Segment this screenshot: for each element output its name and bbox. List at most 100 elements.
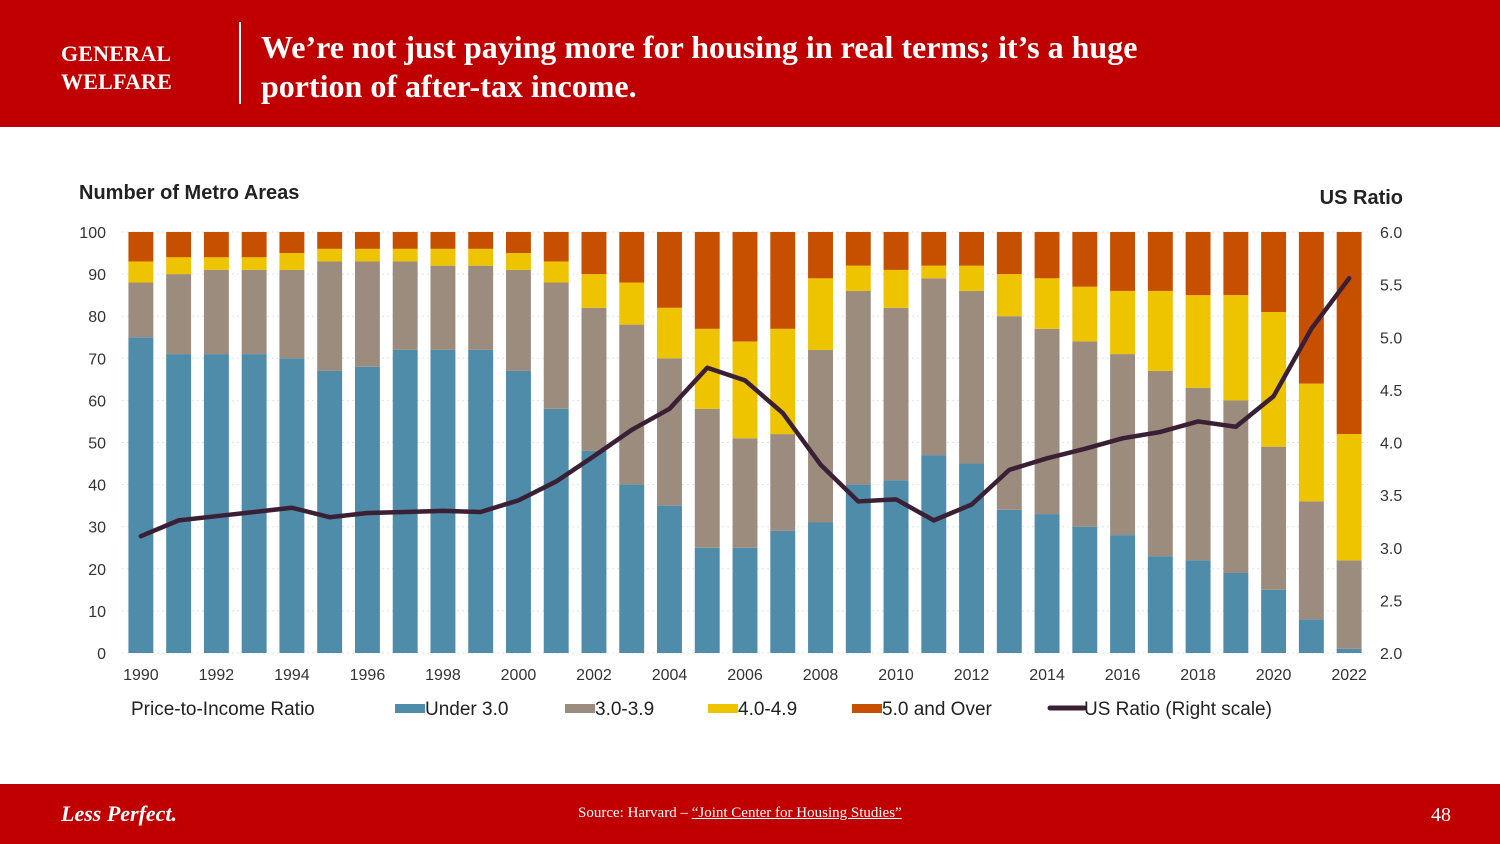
y2-axis-title: US Ratio xyxy=(1320,187,1403,209)
chart: Number of Metro Areas US Ratio 0 10 20 30 40… xyxy=(79,182,1403,720)
bar-segment-r4-to-4-9 xyxy=(996,274,1022,317)
bar-segment-r5-over xyxy=(959,232,985,266)
bar-segment-r3-to-3-9 xyxy=(317,261,343,371)
y-tick-label: 100 xyxy=(79,225,106,242)
bar-segment-under-3 xyxy=(657,505,682,653)
legend-title: Price-to-Income Ratio xyxy=(131,699,315,720)
source-link[interactable]: “Joint Center for Housing Studies” xyxy=(691,805,902,821)
bar-segment-r5-over xyxy=(581,232,607,275)
bar-segment-r3-to-3-9 xyxy=(354,261,380,367)
bar-segment-r5-over xyxy=(1261,232,1287,312)
bar-segment-r5-over xyxy=(166,232,192,258)
x-tick-label: 1992 xyxy=(199,667,235,684)
bar-segment-r4-to-4-9 xyxy=(1034,278,1060,329)
bar-segment-r3-to-3-9 xyxy=(430,265,456,350)
y2-tick-label: 4.5 xyxy=(1380,383,1402,400)
x-tick-label: 1994 xyxy=(274,667,310,684)
x-tick-label: 2022 xyxy=(1331,667,1367,684)
bar-segment-under-3 xyxy=(1147,556,1173,653)
us-ratio-line-group xyxy=(138,276,1352,539)
bar-segment-r5-over xyxy=(392,232,418,249)
bar-segment-under-3 xyxy=(354,366,380,653)
slide-footer: Less Perfect. Source: Harvard – “Joint C… xyxy=(0,784,1500,844)
bar-segment-under-3 xyxy=(468,349,494,653)
page-number: 48 xyxy=(1431,804,1451,826)
x-tick-label: 2014 xyxy=(1029,667,1065,684)
bar-segment-r3-to-3-9 xyxy=(505,269,531,371)
bar-segment-r5-over xyxy=(1072,232,1098,287)
bar-segment-r3-to-3-9 xyxy=(959,290,985,464)
bar-segment-r5-over xyxy=(1336,232,1362,435)
source-citation: Source: Harvard – “Joint Center for Hous… xyxy=(578,805,902,822)
y-tick-label: 50 xyxy=(88,436,106,453)
x-tick-label: 2012 xyxy=(954,667,990,684)
bar-segment-r4-to-4-9 xyxy=(166,257,192,275)
x-tick-label: 2004 xyxy=(652,667,688,684)
bar-segment-r4-to-4-9 xyxy=(279,253,305,270)
y2-tick-label: 6.0 xyxy=(1380,225,1402,242)
legend-label-4-4.9: 4.0-4.9 xyxy=(738,699,797,720)
bar-segment-r3-to-3-9 xyxy=(581,307,607,451)
bar-segment-r4-to-4-9 xyxy=(1185,295,1211,388)
header-divider xyxy=(239,22,241,104)
y2-tick-label: 5.0 xyxy=(1380,330,1402,347)
bar-segment-r5-over xyxy=(430,232,456,249)
bar-segment-r4-to-4-9 xyxy=(430,248,456,266)
bar-segment-under-3 xyxy=(203,354,229,653)
bar-segment-r5-over xyxy=(845,232,871,266)
legend-label-5-over: 5.0 and Over xyxy=(882,699,993,720)
slide-title-line: portion of after-tax income. xyxy=(261,68,637,104)
bar-segment-r4-to-4-9 xyxy=(581,274,607,308)
bar-segment-r4-to-4-9 xyxy=(317,248,343,262)
bar-segment-r3-to-3-9 xyxy=(543,282,569,409)
bar-segment-under-3 xyxy=(959,463,985,653)
bar-segment-r5-over xyxy=(279,232,305,254)
bar-segment-r3-to-3-9 xyxy=(770,434,796,531)
slide-title: We’re not just paying more for housing i… xyxy=(261,28,1461,106)
y2-axis-ticks: 2.0 2.5 3.0 3.5 4.0 4.5 5.0 5.5 6.0 xyxy=(1380,225,1402,663)
bar-segment-under-3 xyxy=(1185,560,1211,653)
bar-segment-r4-to-4-9 xyxy=(657,307,682,359)
bar-segment-r5-over xyxy=(1147,232,1173,291)
bar-segment-under-3 xyxy=(808,522,833,653)
bar-segment-under-3 xyxy=(694,547,720,653)
bar-segment-r4-to-4-9 xyxy=(203,257,229,270)
x-tick-label: 2000 xyxy=(501,667,537,684)
bar-segment-r5-over xyxy=(619,232,645,283)
y-axis-ticks: 0 10 20 30 40 50 60 70 80 90 100 xyxy=(79,225,106,663)
section-label-line: WELFARE xyxy=(61,69,173,94)
bar-segment-r5-over xyxy=(1223,232,1249,296)
bar-segment-r4-to-4-9 xyxy=(392,248,418,262)
bar-segment-r3-to-3-9 xyxy=(845,290,871,485)
y2-tick-label: 3.0 xyxy=(1380,541,1402,558)
x-tick-label: 1996 xyxy=(350,667,386,684)
bar-segment-r5-over xyxy=(543,232,569,262)
x-tick-label: 2002 xyxy=(576,667,612,684)
bar-segment-r4-to-4-9 xyxy=(883,269,909,308)
bar-segment-r3-to-3-9 xyxy=(1336,560,1362,649)
y-tick-label: 40 xyxy=(88,478,106,495)
brand-name: Less Perfect. xyxy=(61,801,178,826)
y-tick-label: 10 xyxy=(88,604,106,621)
x-tick-label: 2018 xyxy=(1180,667,1216,684)
bar-segment-r5-over xyxy=(128,232,154,262)
y-tick-label: 90 xyxy=(88,267,106,284)
bar-segment-r4-to-4-9 xyxy=(1336,434,1362,561)
legend-label-3-3.9: 3.0-3.9 xyxy=(595,699,654,720)
bar-segment-r3-to-3-9 xyxy=(883,307,909,481)
bar-segment-under-3 xyxy=(732,547,758,653)
bar-segment-under-3 xyxy=(845,484,871,653)
bar-segment-r5-over xyxy=(468,232,494,249)
bar-segment-r4-to-4-9 xyxy=(845,265,871,291)
bar-segment-r5-over xyxy=(241,232,267,258)
x-tick-label: 2016 xyxy=(1105,667,1141,684)
legend-swatch-3-3.9 xyxy=(565,704,595,713)
bar-segment-r4-to-4-9 xyxy=(921,265,947,279)
bar-segment-r5-over xyxy=(1110,232,1136,291)
y2-tick-label: 3.5 xyxy=(1380,488,1402,505)
bar-segment-under-3 xyxy=(166,354,192,653)
bar-segment-r3-to-3-9 xyxy=(1110,354,1136,536)
legend-swatch-4-4.9 xyxy=(708,704,738,713)
bar-segment-r3-to-3-9 xyxy=(1261,446,1287,590)
bar-segment-r3-to-3-9 xyxy=(619,324,645,485)
